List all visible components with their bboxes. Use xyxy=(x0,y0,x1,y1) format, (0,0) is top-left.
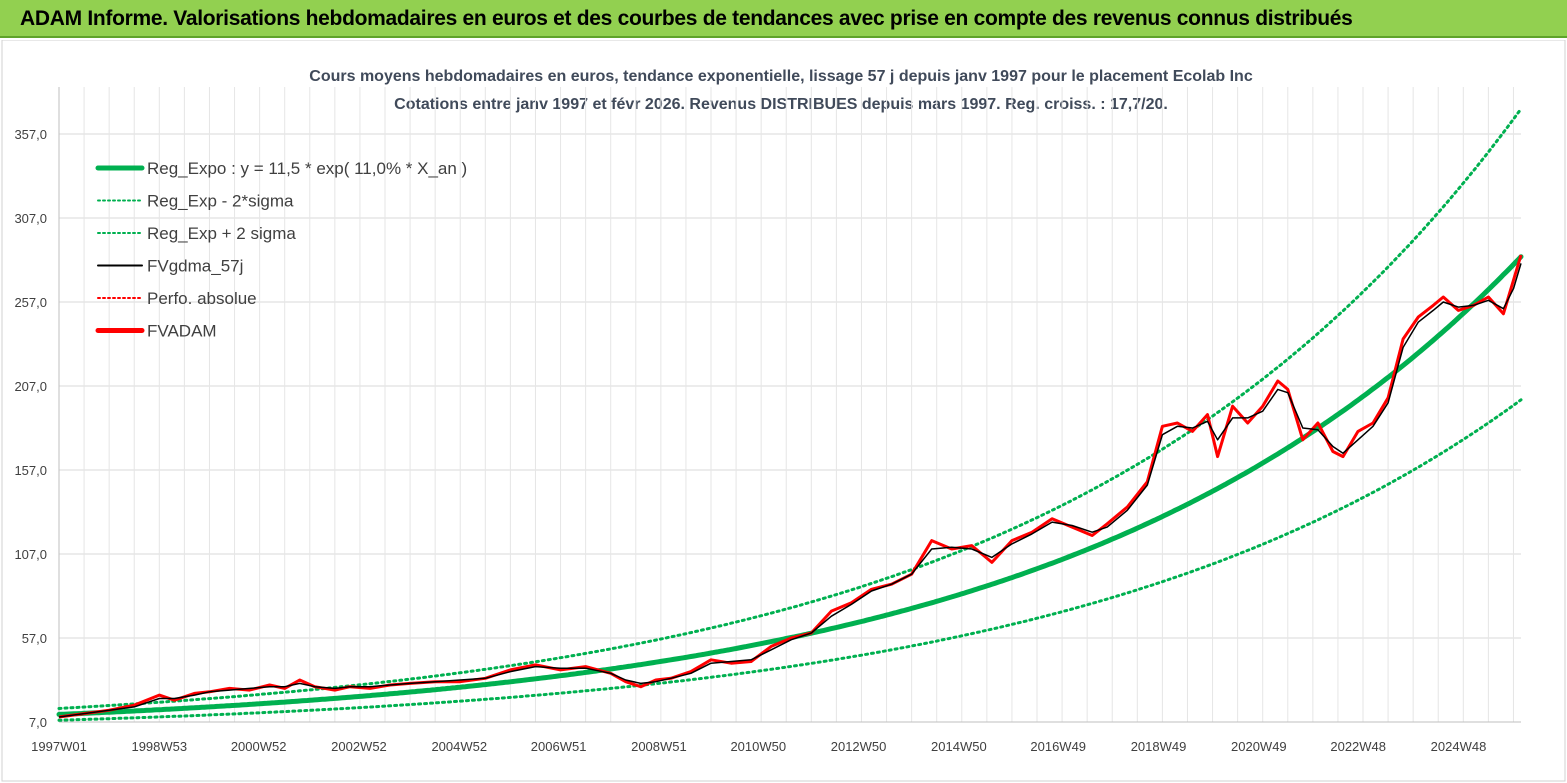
chart-subtitle: Cotations entre janv 1997 et févr 2026. … xyxy=(394,96,1168,113)
x-tick-label: 2006W51 xyxy=(531,739,587,754)
series-reg-plus-2sigma xyxy=(57,107,1523,710)
series-fvgdma-57j xyxy=(58,263,1522,718)
plot-border xyxy=(1,40,1566,782)
x-tick-label: 1997W01 xyxy=(31,739,87,754)
x-tick-label: 2016W49 xyxy=(1030,739,1086,754)
x-tick-label: 1998W53 xyxy=(131,739,187,754)
y-tick-label: 7,0 xyxy=(29,715,47,730)
x-tick-label: 2024W48 xyxy=(1431,739,1487,754)
x-tick-label: 2018W49 xyxy=(1131,739,1187,754)
line-chart: Cours moyens hebdomadaires en euros, ten… xyxy=(1,40,1566,782)
x-tick-label: 2004W52 xyxy=(431,739,487,754)
legend-entry: FVgdma_57j xyxy=(147,257,243,276)
report-header: ADAM Informe. Valorisations hebdomadaire… xyxy=(0,0,1567,38)
legend-entry: FVADAM xyxy=(147,322,217,341)
y-tick-label: 357,0 xyxy=(14,127,47,142)
report-title: ADAM Informe. Valorisations hebdomadaire… xyxy=(20,7,1353,30)
series-lines xyxy=(56,107,1524,722)
x-tick-label: 2010W50 xyxy=(730,739,786,754)
x-tick-label: 2008W51 xyxy=(631,739,687,754)
x-tick-label: 2002W52 xyxy=(331,739,387,754)
grid xyxy=(58,87,1521,723)
y-tick-label: 257,0 xyxy=(14,295,47,310)
x-tick-label: 2022W48 xyxy=(1330,739,1386,754)
x-tick-label: 2014W50 xyxy=(931,739,987,754)
y-axis-ticks: 7,0 57,0 107,0 157,0 207,0 257,0 307,0 357,0 xyxy=(14,127,47,730)
series-fvadam xyxy=(58,254,1523,719)
series-reg-minus-2sigma xyxy=(57,398,1523,722)
legend: Reg_Expo : y = 11,5 * exp( 11,0% * X_an … xyxy=(95,159,467,341)
legend-entry: Reg_Exp + 2 sigma xyxy=(147,224,296,243)
legend-entry: Reg_Exp - 2*sigma xyxy=(147,192,294,211)
legend-entry: Perfo. absolue xyxy=(147,289,257,308)
y-tick-label: 207,0 xyxy=(14,379,47,394)
x-tick-label: 2000W52 xyxy=(231,739,287,754)
y-tick-label: 57,0 xyxy=(22,631,47,646)
chart-title: Cours moyens hebdomadaires en euros, ten… xyxy=(309,68,1253,85)
y-tick-label: 157,0 xyxy=(14,463,47,478)
y-tick-label: 107,0 xyxy=(14,547,47,562)
x-axis-ticks: 1997W01 1998W53 2000W52 2002W52 2004W52 2006W… xyxy=(31,739,1486,754)
chart-area: Cours moyens hebdomadaires en euros, ten… xyxy=(0,40,1567,783)
x-tick-label: 2020W49 xyxy=(1231,739,1287,754)
legend-entry: Reg_Expo : y = 11,5 * exp( 11,0% * X_an … xyxy=(147,159,467,178)
y-tick-label: 307,0 xyxy=(14,211,47,226)
x-tick-label: 2012W50 xyxy=(831,739,887,754)
